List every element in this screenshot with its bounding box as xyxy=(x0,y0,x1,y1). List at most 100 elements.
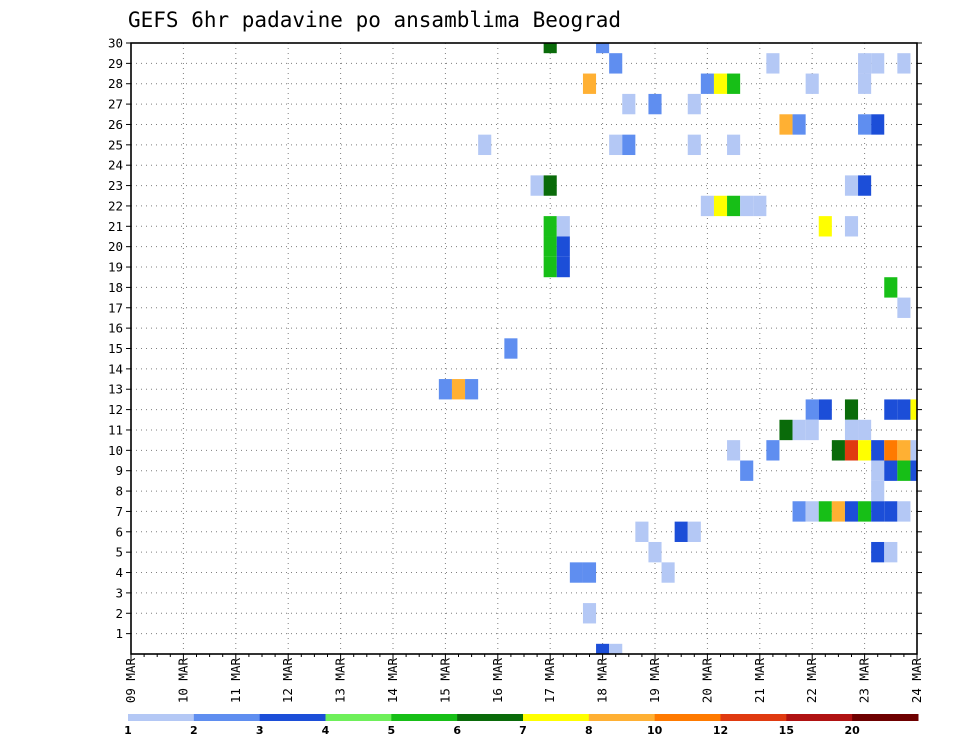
precip-cell xyxy=(884,541,898,563)
precip-cell xyxy=(543,256,557,278)
precip-cell xyxy=(818,501,832,522)
precip-cell xyxy=(844,440,859,461)
chart-title: GEFS 6hr padavine po ansamblima Beograd xyxy=(128,8,621,32)
precip-cell xyxy=(805,399,819,420)
precip-cell xyxy=(897,440,911,461)
y-tick-label: 15 xyxy=(108,341,123,356)
colorbar-swatch xyxy=(852,714,919,721)
colorbar-label: 6 xyxy=(453,724,461,737)
precip-cell xyxy=(556,256,570,278)
precip-cell xyxy=(596,43,610,54)
y-tick-label: 6 xyxy=(115,524,123,539)
colorbar-swatch xyxy=(391,714,458,721)
precip-cell xyxy=(700,73,714,94)
precip-cell xyxy=(858,53,872,74)
y-tick-label: 7 xyxy=(115,504,123,519)
precip-cell xyxy=(451,379,466,400)
precip-cell xyxy=(727,73,741,94)
colorbar-label: 12 xyxy=(713,724,728,737)
precip-cell xyxy=(543,236,557,257)
precip-cell xyxy=(622,93,636,115)
colorbar-swatch xyxy=(786,714,853,721)
precip-cell xyxy=(844,216,859,237)
precip-cell xyxy=(582,73,597,94)
precip-cell xyxy=(818,399,832,420)
colorbar-swatch xyxy=(193,714,261,721)
precip-cell xyxy=(543,43,557,54)
precip-cell xyxy=(884,277,898,298)
precip-cell xyxy=(504,338,518,359)
y-tick-label: 11 xyxy=(108,422,123,437)
y-tick-label: 5 xyxy=(115,545,123,560)
x-tick-label: 19 MAR xyxy=(647,658,662,704)
precip-cell xyxy=(700,195,714,217)
precip-cell xyxy=(858,501,872,522)
y-tick-label: 9 xyxy=(115,463,123,478)
precip-cell xyxy=(871,460,885,481)
y-tick-label: 13 xyxy=(108,382,123,397)
precip-cell xyxy=(871,440,885,461)
precip-cell xyxy=(582,562,597,583)
y-tick-label: 19 xyxy=(108,260,123,275)
y-tick-label: 20 xyxy=(108,239,123,254)
colorbar-swatch xyxy=(720,714,787,721)
y-tick-label: 21 xyxy=(108,219,123,234)
y-tick-label: 12 xyxy=(108,402,123,417)
precip-cell xyxy=(844,175,859,196)
precip-cell xyxy=(569,562,583,583)
x-tick-label: 23 MAR xyxy=(857,658,872,704)
precip-cell xyxy=(831,440,845,461)
colorbar-swatch xyxy=(325,714,392,721)
precip-cell xyxy=(648,93,662,115)
precip-cell xyxy=(727,134,741,156)
colorbar-swatch xyxy=(457,714,524,721)
precip-cell xyxy=(871,541,885,563)
precip-cell xyxy=(727,195,741,217)
y-tick-label: 26 xyxy=(108,117,123,132)
y-tick-label: 3 xyxy=(115,585,123,600)
colorbar-label: 15 xyxy=(779,724,794,737)
y-tick-label: 28 xyxy=(108,76,123,91)
y-tick-label: 16 xyxy=(108,321,123,336)
precip-cell xyxy=(897,53,911,74)
precip-cell xyxy=(609,134,623,156)
y-tick-label: 2 xyxy=(115,606,123,621)
precip-cell xyxy=(871,53,885,74)
precip-cell xyxy=(884,501,898,522)
y-tick-label: 25 xyxy=(108,137,123,152)
precip-cell xyxy=(805,501,819,522)
precip-cell xyxy=(910,460,917,481)
precip-cell xyxy=(556,236,570,257)
precip-cell xyxy=(740,195,754,217)
y-tick-label: 10 xyxy=(108,443,123,458)
colorbar-label: 7 xyxy=(519,724,527,737)
precip-cell xyxy=(858,419,872,441)
colorbar-legend: 1 2 3 4 5 6 7 8 10 12 15 20 xyxy=(124,714,919,737)
precip-cell xyxy=(543,216,557,237)
colorbar-label: 8 xyxy=(585,724,593,737)
precip-cell xyxy=(648,541,662,563)
precip-cell xyxy=(805,73,819,94)
precip-cell xyxy=(766,53,780,74)
y-tick-label: 29 xyxy=(108,56,123,71)
precip-cell xyxy=(727,440,741,461)
x-tick-label: 10 MAR xyxy=(175,658,190,704)
precip-cell xyxy=(530,175,544,196)
precip-cell xyxy=(897,501,911,522)
colorbar-swatch xyxy=(588,714,656,721)
precip-cell xyxy=(897,399,911,420)
y-tick-label: 24 xyxy=(108,158,123,173)
colorbar-label: 3 xyxy=(256,724,264,737)
x-tick-label: 16 MAR xyxy=(490,658,505,704)
precip-cell xyxy=(779,114,793,135)
precip-cell xyxy=(884,399,898,420)
precip-cell xyxy=(844,501,859,522)
precip-cell xyxy=(596,643,610,654)
x-tick-label: 12 MAR xyxy=(280,658,295,704)
y-tick-label: 4 xyxy=(115,565,123,580)
precip-cell xyxy=(766,440,780,461)
precip-cell xyxy=(792,501,806,522)
precip-cell xyxy=(818,216,832,237)
precip-cell xyxy=(844,419,859,441)
precip-cell xyxy=(897,460,911,481)
